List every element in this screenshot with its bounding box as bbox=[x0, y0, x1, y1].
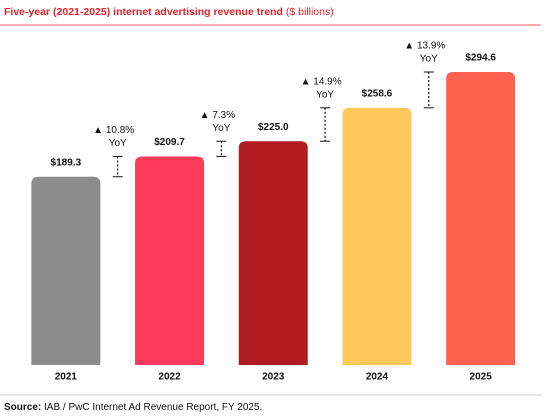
yoy-unit: YoY bbox=[212, 123, 230, 134]
chart-title-group: Five-year (2021-2025) internet advertisi… bbox=[4, 6, 334, 18]
x-tick-label: 2022 bbox=[158, 372, 181, 383]
yoy-unit: YoY bbox=[420, 54, 438, 65]
source-label: Source: bbox=[4, 402, 41, 413]
yoy-label: ▲ 13.9% bbox=[404, 41, 445, 52]
x-tick-label: 2023 bbox=[262, 372, 285, 383]
value-label: $258.6 bbox=[362, 88, 393, 99]
bar bbox=[238, 141, 308, 365]
yoy-label: ▲ 7.3% bbox=[200, 110, 236, 121]
yoy-unit: YoY bbox=[316, 89, 334, 100]
bar bbox=[135, 156, 205, 365]
value-label: $294.6 bbox=[465, 53, 496, 64]
bar bbox=[31, 176, 101, 365]
x-tick-label: 2025 bbox=[470, 372, 493, 383]
yoy-label: ▲ 14.9% bbox=[301, 76, 342, 87]
bar bbox=[446, 72, 516, 365]
chart-title: Five-year (2021-2025) internet advertisi… bbox=[4, 6, 283, 18]
value-label: $189.3 bbox=[51, 157, 82, 168]
bar bbox=[342, 107, 412, 366]
source-note: Source: IAB / PwC Internet Ad Revenue Re… bbox=[4, 402, 262, 413]
value-label: $209.7 bbox=[154, 137, 185, 148]
source-text: IAB / PwC Internet Ad Revenue Report, FY… bbox=[44, 402, 262, 413]
value-label: $225.0 bbox=[258, 122, 289, 133]
x-tick-label: 2021 bbox=[55, 372, 78, 383]
yoy-unit: YoY bbox=[109, 138, 127, 149]
chart-subtitle: ($ billions) bbox=[286, 6, 334, 18]
x-tick-label: 2024 bbox=[366, 372, 389, 383]
yoy-label: ▲ 10.8% bbox=[93, 125, 134, 136]
